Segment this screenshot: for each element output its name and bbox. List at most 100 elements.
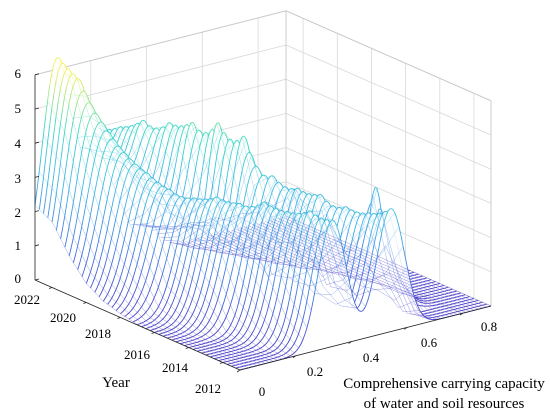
density-mesh-segment	[131, 126, 135, 132]
density-mesh-segment	[175, 317, 178, 321]
density-mesh-segment	[83, 263, 87, 271]
grid-frame	[285, 10, 492, 102]
density-surface	[34, 56, 492, 371]
density-mesh-segment	[279, 188, 283, 193]
density-mesh-segment	[198, 309, 202, 315]
density-mesh-segment	[157, 302, 161, 307]
density-mesh-segment	[250, 168, 254, 175]
density-mesh-segment	[78, 78, 82, 83]
density-mesh-segment	[209, 140, 213, 155]
density-mesh-segment	[89, 237, 93, 248]
density-mesh-segment	[126, 312, 130, 316]
density-mesh-segment	[204, 290, 208, 299]
density-mesh-segment	[81, 215, 85, 227]
density-mesh-segment	[168, 269, 172, 279]
density-mesh-segment	[201, 133, 205, 139]
density-mesh-segment	[66, 189, 70, 203]
density-mesh-segment	[108, 238, 112, 248]
density-mesh-segment	[169, 150, 173, 162]
density-mesh-segment	[36, 171, 40, 190]
density-mesh-segment	[68, 94, 72, 106]
density-mesh-segment	[184, 134, 188, 145]
density-mesh-segment	[175, 334, 179, 337]
density-mesh-segment	[178, 139, 182, 149]
density-mesh-segment	[91, 227, 95, 238]
density-mesh-segment	[119, 302, 123, 307]
density-mesh-segment	[43, 198, 47, 214]
density-mesh-segment	[168, 290, 172, 297]
density-mesh-segment	[183, 330, 187, 333]
density-mesh-segment	[140, 264, 144, 273]
density-mesh-segment	[89, 114, 93, 119]
density-mesh-segment	[243, 135, 247, 140]
density-mesh-segment	[87, 271, 91, 279]
grid-line	[285, 147, 492, 238]
density-mesh-segment	[231, 144, 235, 153]
density-mesh-segment	[136, 203, 140, 213]
density-mesh-segment	[53, 58, 57, 65]
density-mesh-segment	[147, 239, 151, 249]
density-mesh-segment	[119, 220, 123, 230]
density-mesh-segment	[115, 265, 119, 273]
density-mesh-segment	[197, 129, 200, 132]
density-mesh-segment	[159, 218, 163, 227]
density-mesh-segment	[164, 313, 168, 317]
density-mesh-segment	[140, 286, 144, 293]
density-mesh-segment	[200, 304, 204, 311]
density-mesh-segment	[150, 150, 154, 159]
density-mesh-segment	[156, 127, 160, 131]
density-mesh-segment	[171, 125, 175, 129]
density-mesh-segment	[104, 143, 108, 150]
density-mesh-segment	[125, 171, 129, 178]
density-mesh-segment	[75, 246, 79, 256]
density-mesh-segment	[188, 122, 192, 127]
density-mesh-segment	[237, 141, 241, 151]
density-mesh-segment	[171, 332, 174, 335]
density-mesh-segment	[85, 255, 89, 264]
density-mesh-segment	[100, 247, 104, 257]
density-mesh-segment	[168, 215, 172, 223]
density-mesh-segment	[164, 331, 168, 333]
density-mesh-segment	[239, 170, 243, 181]
density-mesh-segment	[113, 301, 117, 306]
density-mesh-segment	[218, 122, 222, 128]
density-mesh-segment	[162, 331, 166, 334]
density-mesh-segment	[171, 322, 174, 326]
density-mesh-segment	[141, 314, 145, 317]
density-mesh-segment	[55, 71, 59, 82]
density-mesh-segment	[127, 185, 131, 194]
density-mesh-segment	[168, 316, 172, 321]
density-mesh-segment	[243, 155, 247, 162]
density-mesh-segment	[87, 118, 91, 125]
density-mesh-segment	[164, 301, 168, 307]
density-mesh-segment	[173, 133, 177, 142]
density-mesh-segment	[126, 271, 130, 279]
density-mesh-segment	[163, 189, 167, 193]
density-mesh-segment	[68, 74, 72, 80]
density-mesh-segment	[126, 289, 130, 296]
density-mesh-segment	[53, 193, 57, 209]
density-mesh-segment	[177, 323, 181, 326]
density-mesh-segment	[166, 325, 170, 328]
density-mesh-segment	[149, 230, 153, 240]
density-mesh-segment	[286, 190, 290, 195]
density-mesh-segment	[102, 176, 106, 187]
density-mesh-segment	[123, 176, 127, 184]
density-mesh-segment	[229, 202, 233, 206]
density-mesh-segment	[55, 56, 59, 60]
density-mesh-segment	[201, 158, 205, 173]
density-mesh-segment	[139, 119, 143, 123]
density-mesh-segment	[149, 302, 153, 307]
density-mesh-segment	[193, 261, 197, 271]
density-mesh-segment	[189, 209, 193, 217]
density-mesh-segment	[119, 167, 123, 175]
density-mesh-segment	[137, 323, 140, 326]
density-mesh-segment	[134, 263, 138, 272]
density-mesh-segment	[134, 211, 138, 221]
density-mesh-segment	[190, 324, 193, 328]
density-mesh-segment	[205, 136, 209, 147]
density-mesh-segment	[125, 129, 129, 136]
density-mesh-segment	[62, 131, 66, 148]
density-mesh-segment	[109, 297, 113, 302]
density-mesh-segment	[130, 278, 134, 285]
